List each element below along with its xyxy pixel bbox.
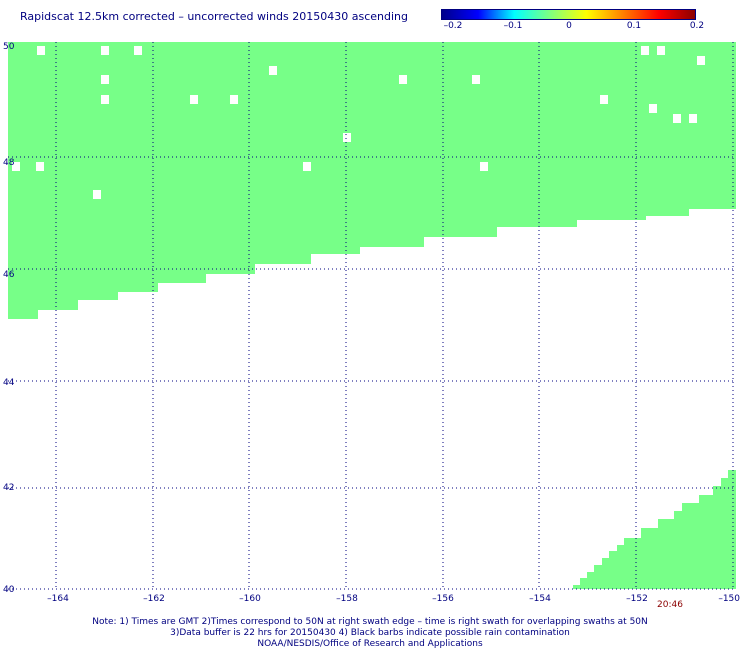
missing-cell <box>343 133 351 142</box>
missing-cell <box>93 190 101 199</box>
swath-upper <box>8 42 736 319</box>
missing-cell <box>190 95 198 104</box>
missing-cell <box>689 114 697 123</box>
note-line: Note: 1) Times are GMT 2)Times correspon… <box>92 617 648 627</box>
missing-cell <box>649 104 657 113</box>
missing-cell <box>303 162 311 171</box>
colorbar-label: 0 <box>566 21 572 31</box>
missing-cell <box>480 162 488 171</box>
lat-label: 46 <box>3 270 15 280</box>
lon-label: –150 <box>718 594 740 604</box>
missing-cell <box>600 95 608 104</box>
colorbar-label: –0.1 <box>503 21 523 31</box>
swath-lower <box>565 470 736 589</box>
swath-upper-area <box>8 42 736 319</box>
swath-time-label: 20:46 <box>657 600 683 610</box>
lat-label: 50 <box>3 42 15 52</box>
missing-cell <box>134 46 142 55</box>
missing-cell <box>673 114 681 123</box>
missing-cell <box>657 46 665 55</box>
map-title: Rapidscat 12.5km corrected – uncorrected… <box>20 10 409 23</box>
lon-label: –160 <box>239 594 261 604</box>
lat-label: 44 <box>3 378 15 388</box>
lon-label: –152 <box>626 594 648 604</box>
colorbar-label: 0.2 <box>689 21 705 31</box>
lon-label: –156 <box>432 594 454 604</box>
footnotes: Note: 1) Times are GMT 2)Times correspon… <box>0 617 740 650</box>
lat-label: 48 <box>3 158 15 168</box>
missing-cell <box>101 95 109 104</box>
missing-cell <box>399 75 407 84</box>
missing-cell <box>101 46 109 55</box>
missing-cell <box>269 66 277 75</box>
lon-label: –162 <box>143 594 165 604</box>
missing-cell <box>101 75 109 84</box>
lat-lon-grid <box>8 42 736 590</box>
wind-map: 50 48 46 44 42 40 –164 –162 –160 –158 –1… <box>3 42 740 604</box>
missing-cell <box>12 162 20 171</box>
missing-cell <box>36 162 44 171</box>
note-line: NOAA/NESDIS/Office of Research and Appli… <box>257 639 483 649</box>
lat-label: 40 <box>3 585 15 595</box>
colorbar-label: 0.1 <box>626 21 642 31</box>
swath-lower-area <box>565 470 736 589</box>
lon-label: –154 <box>529 594 551 604</box>
lon-label: –158 <box>336 594 358 604</box>
missing-cell <box>472 75 480 84</box>
missing-cell <box>697 56 705 65</box>
missing-cell <box>641 46 649 55</box>
missing-cell <box>37 46 45 55</box>
colorbar <box>441 9 696 20</box>
missing-cell <box>230 95 238 104</box>
lat-label: 42 <box>3 483 14 493</box>
missing-cells <box>12 46 705 199</box>
colorbar-label: –0.2 <box>443 21 463 31</box>
note-line: 3)Data buffer is 22 hrs for 20150430 4) … <box>170 628 570 638</box>
lon-label: –164 <box>47 594 69 604</box>
